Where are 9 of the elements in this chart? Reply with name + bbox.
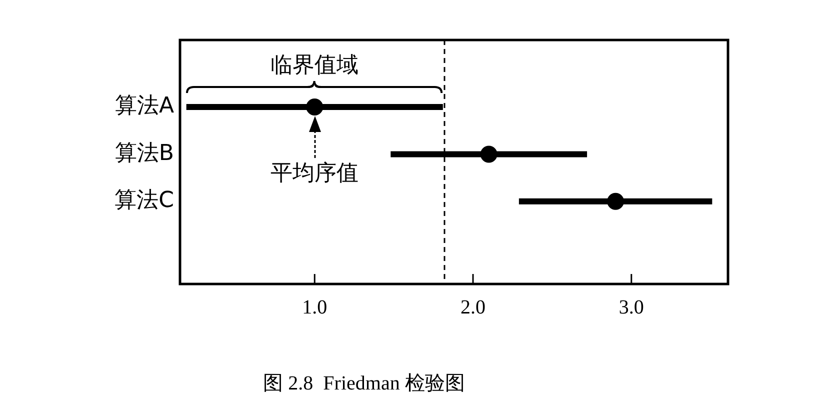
y-tick-label: 算法B	[114, 140, 174, 166]
y-tick-label: 算法A	[114, 94, 174, 119]
x-tick-label: 1.0	[302, 296, 328, 318]
y-tick-label: 算法C	[114, 188, 174, 214]
text: 图 2.8 Friedman 检验图	[263, 372, 465, 394]
x-tick-label: 2.0	[460, 296, 486, 318]
annotation: 平均序值	[270, 161, 359, 186]
x-tick-label: 3.0	[618, 296, 644, 318]
annotation: 临界值域	[270, 53, 359, 78]
